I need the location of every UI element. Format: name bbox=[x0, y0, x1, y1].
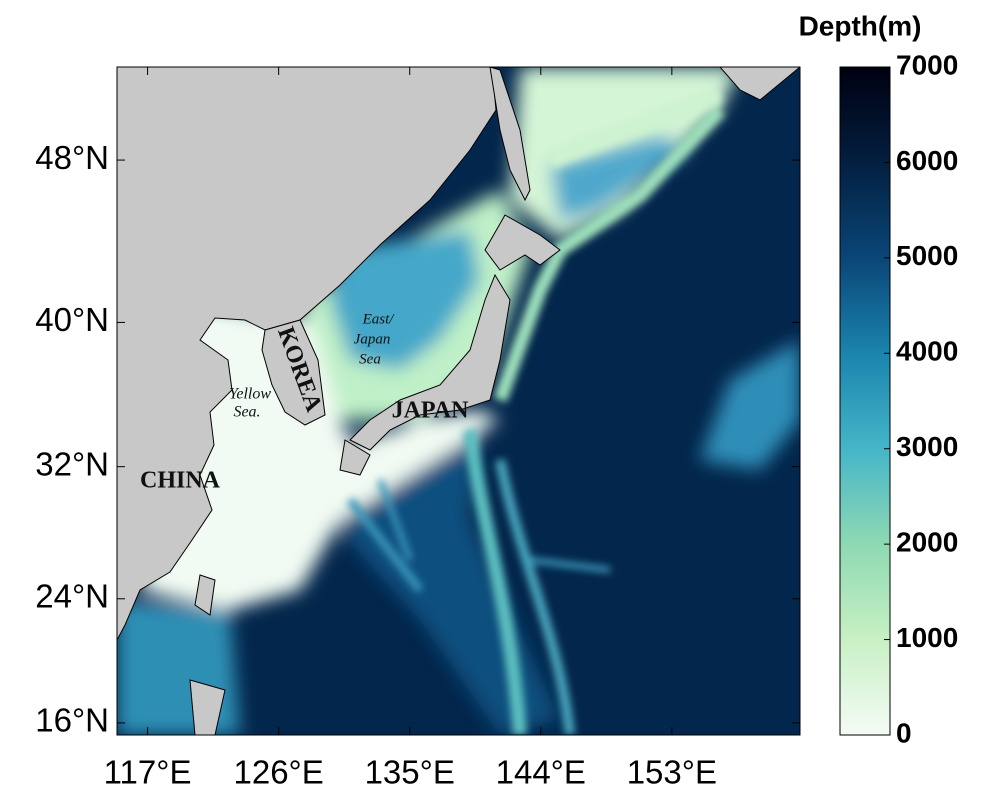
place-label: CHINA bbox=[140, 468, 221, 494]
y-tick-label: 16°N bbox=[35, 702, 109, 739]
place-label: East/ bbox=[362, 311, 396, 327]
y-tick-label: 32°N bbox=[35, 445, 109, 482]
y-tick-label: 24°N bbox=[35, 578, 109, 615]
x-tick-label: 144°E bbox=[496, 754, 586, 791]
colorbar-title: Depth(m) bbox=[799, 10, 922, 41]
y-tick-label: 48°N bbox=[35, 139, 109, 176]
colorbar-tick-label: 7000 bbox=[896, 49, 958, 80]
x-tick-label: 117°E bbox=[104, 754, 192, 791]
colorbar-tick-label: 1000 bbox=[896, 622, 958, 653]
x-tick-label: 126°E bbox=[234, 754, 324, 791]
place-label: Yellow bbox=[229, 386, 271, 403]
place-label: Japan bbox=[354, 331, 391, 347]
map-area bbox=[117, 67, 800, 735]
map-frame bbox=[116, 66, 801, 736]
land bbox=[117, 67, 800, 735]
x-tick-label: 153°E bbox=[627, 754, 717, 791]
colorbar bbox=[839, 66, 891, 736]
place-label: Sea bbox=[359, 351, 381, 367]
colorbar-tick-label: 4000 bbox=[896, 336, 958, 367]
y-tick-label: 40°N bbox=[35, 301, 109, 338]
ridges bbox=[346, 86, 726, 735]
place-label: Sea. bbox=[233, 404, 260, 421]
colorbar-tick-label: 5000 bbox=[896, 240, 958, 271]
place-label: JAPAN bbox=[392, 398, 470, 424]
colorbar-tick-label: 3000 bbox=[896, 431, 958, 462]
x-tick-label: 135°E bbox=[365, 754, 455, 791]
colorbar-tick-label: 2000 bbox=[896, 527, 958, 558]
colorbar-tick-label: 6000 bbox=[896, 145, 958, 176]
colorbar-tick-label: 0 bbox=[896, 717, 912, 748]
